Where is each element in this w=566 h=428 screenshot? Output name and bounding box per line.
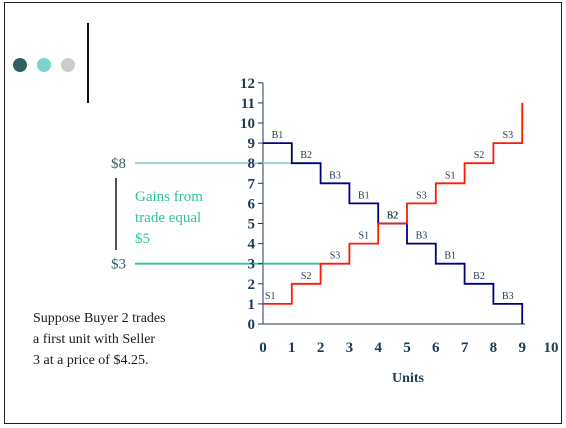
x-tick-label: 1 <box>288 340 296 356</box>
y-tick-label: 3 <box>248 257 256 273</box>
step-label: S2 <box>301 271 312 282</box>
step-label: S3 <box>416 190 427 201</box>
step-label: B2 <box>473 271 485 282</box>
x-tick-label: 7 <box>461 340 469 356</box>
step-label: B1 <box>444 251 456 262</box>
dot-teal <box>37 58 51 72</box>
y-tick-label: 12 <box>240 76 255 92</box>
price-label: $3 <box>111 257 126 273</box>
step-label: B3 <box>502 291 514 302</box>
axes <box>262 82 526 325</box>
step-label: B1 <box>358 190 370 201</box>
step-label: S1 <box>359 231 370 242</box>
note-line-3: 3 at a price of $4.25. <box>33 353 148 368</box>
decorative-dots <box>11 58 81 76</box>
x-tick-label: 10 <box>544 340 559 356</box>
y-tick-label: 10 <box>240 116 255 132</box>
y-tick-label: 1 <box>248 297 256 313</box>
x-tick-label: 2 <box>317 340 325 356</box>
x-tick-label: 9 <box>518 340 526 356</box>
y-tick-label: 4 <box>248 237 256 253</box>
decorative-rule <box>87 23 89 103</box>
y-tick-label: 7 <box>248 176 256 192</box>
gains-line-2: trade equal <box>135 210 201 226</box>
dot-gray <box>61 58 75 72</box>
supply-step-line <box>263 102 524 305</box>
step-label: S3 <box>330 251 341 262</box>
y-tick-label: 2 <box>248 277 256 293</box>
step-label: B3 <box>416 231 428 242</box>
x-tick-label: 6 <box>432 340 440 356</box>
step-label: S2 <box>474 150 485 161</box>
note-line-2: a first unit with Seller <box>33 332 155 347</box>
step-labels: B1 B2 B3 B1 B2 B3 B1 B2 B3 S1 S2 S3 S1 S2 S3 S1 S2 S3 <box>265 130 514 302</box>
x-tick-label: 4 <box>374 340 382 356</box>
gains-line-1: Gains from <box>135 189 203 205</box>
step-label: S2 <box>387 211 398 222</box>
x-tick-label: 3 <box>346 340 354 356</box>
x-tick-label: 0 <box>259 340 267 356</box>
step-label: B2 <box>300 150 312 161</box>
y-tick-label: 8 <box>248 156 256 172</box>
demand-step-line <box>263 142 524 324</box>
note-line-1: Suppose Buyer 2 trades <box>33 311 166 326</box>
y-tick-label: 0 <box>248 317 256 333</box>
step-label: S1 <box>265 291 276 302</box>
y-tick-label: 6 <box>248 196 256 212</box>
step-label: S3 <box>503 130 514 141</box>
dot-dark <box>13 58 27 72</box>
y-tick-label: 11 <box>241 96 255 112</box>
x-tick-label: 5 <box>403 340 411 356</box>
slide <box>4 2 562 424</box>
y-tick-label: 5 <box>248 217 256 233</box>
y-tick-label: 9 <box>248 136 256 152</box>
step-label: B3 <box>329 170 341 181</box>
step-label: B1 <box>272 130 284 141</box>
x-axis-label: Units <box>392 371 424 386</box>
price-lines: $8 $3 <box>111 156 321 273</box>
series <box>263 102 524 324</box>
step-label: B2 <box>387 211 399 222</box>
gains-line-3: $5 <box>135 231 150 247</box>
gains-annotation: Gains from trade equal $5 <box>115 178 203 250</box>
price-label: $8 <box>111 156 126 172</box>
note-text: Suppose Buyer 2 trades a first unit with… <box>33 311 166 368</box>
x-tick-label: 8 <box>490 340 498 356</box>
step-label: S1 <box>445 170 456 181</box>
